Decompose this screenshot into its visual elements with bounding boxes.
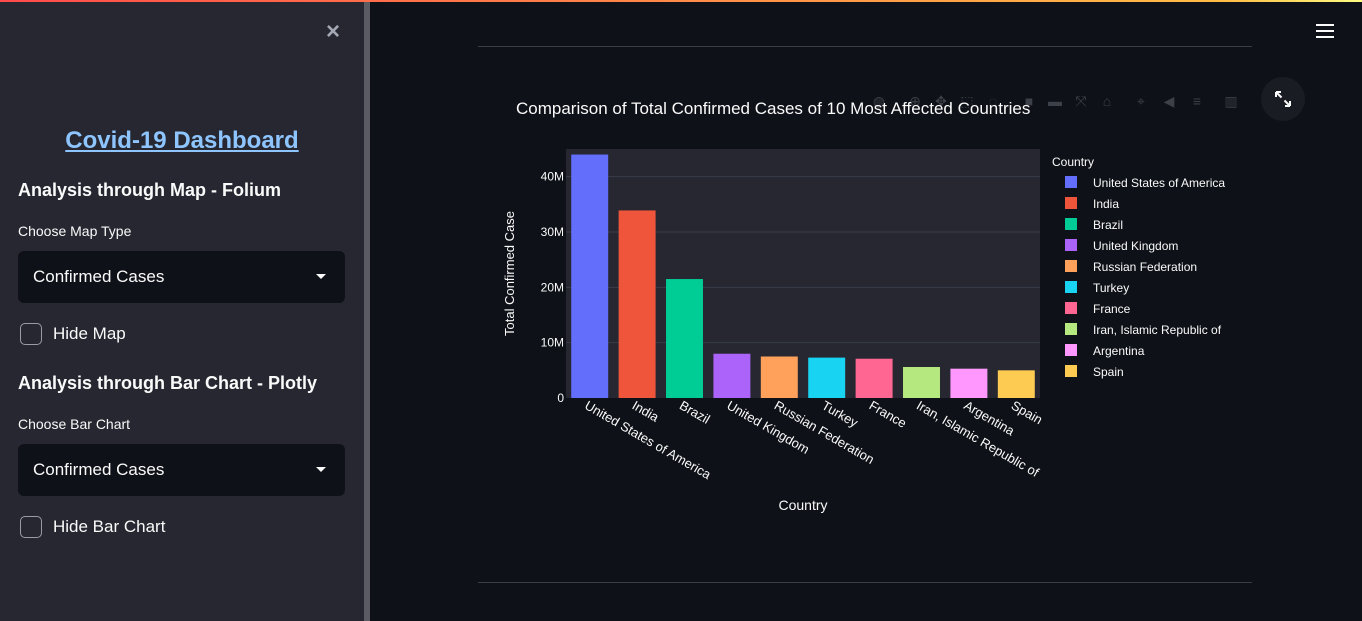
chart-title: Comparison of Total Confirmed Cases of 1… — [516, 99, 1031, 118]
x-tick-label: Brazil — [677, 398, 713, 427]
legend-swatch — [1065, 197, 1077, 209]
legend-swatch — [1065, 260, 1077, 272]
bar — [950, 368, 988, 398]
x-tick-label: India — [630, 398, 663, 425]
legend-item: Brazil — [1093, 218, 1123, 232]
bar — [618, 210, 656, 398]
chevron-down-icon — [316, 274, 326, 279]
plotly-modebar: ◍ ⊕ ✥ ⬚ ◌ ■ ▬ ⤧ ⌂ ⌖ ◀ ≡ ▥ — [870, 92, 1250, 114]
hamburger-menu-icon[interactable] — [1316, 23, 1334, 39]
legend-item: Turkey — [1093, 281, 1129, 295]
lasso-icon[interactable]: ◌ — [988, 93, 998, 109]
bar — [808, 357, 846, 398]
legend-item: Spain — [1093, 365, 1124, 379]
legend-swatch — [1065, 323, 1077, 335]
map-section-heading: Analysis through Map - Folium — [18, 180, 282, 200]
close-sidebar-icon[interactable]: × — [325, 18, 340, 45]
legend-swatch — [1065, 176, 1077, 188]
hover-closest-icon[interactable]: ◀ — [1163, 93, 1175, 109]
legend-item: India — [1093, 197, 1119, 211]
bar — [903, 367, 940, 398]
bar — [571, 154, 609, 398]
autoscale-icon[interactable]: ⤧ — [1075, 93, 1087, 109]
legend-item: France — [1093, 302, 1131, 316]
camera-icon[interactable]: ◍ — [872, 93, 886, 109]
y-tick-label: 30M — [541, 225, 564, 239]
legend-title: Country — [1052, 155, 1094, 169]
bar-chart-label: Choose Bar Chart — [18, 416, 131, 432]
divider — [478, 582, 1252, 583]
bar-chart-select-value: Confirmed Cases — [33, 460, 165, 479]
zoom-out-icon[interactable]: ▬ — [1048, 93, 1062, 109]
y-tick-label: 40M — [541, 170, 564, 184]
chevron-down-icon — [316, 467, 326, 472]
divider — [478, 46, 1252, 47]
home-icon[interactable]: ⌂ — [1102, 93, 1112, 109]
hide-bar-chart-label: Hide Bar Chart — [53, 517, 166, 536]
legend-swatch — [1065, 218, 1077, 230]
zoom-in-icon[interactable]: ■ — [1024, 93, 1034, 109]
zoom-icon[interactable]: ⊕ — [909, 93, 921, 109]
box-select-icon[interactable]: ⬚ — [960, 93, 974, 109]
y-tick-label: 10M — [541, 336, 564, 350]
y-tick-label: 0 — [557, 391, 564, 405]
pan-icon[interactable]: ✥ — [935, 93, 947, 109]
bar — [997, 370, 1035, 398]
legend-item: United Kingdom — [1093, 239, 1178, 253]
bar-chart: 0 10M 20M 30M 40M United States of America Ind… — [502, 149, 1225, 513]
bar-section-heading: Analysis through Bar Chart - Plotly — [18, 373, 318, 393]
legend-item: Iran, Islamic Republic of — [1093, 323, 1222, 337]
map-type-select[interactable]: Confirmed Cases — [18, 251, 345, 303]
map-type-label: Choose Map Type — [18, 223, 132, 239]
x-tick-label: France — [867, 398, 910, 431]
legend-swatch — [1065, 281, 1077, 293]
legend-swatch — [1065, 302, 1077, 314]
spike-lines-icon[interactable]: ⌖ — [1137, 93, 1145, 109]
top-accent-bar — [0, 0, 1362, 2]
legend-swatch — [1065, 239, 1077, 251]
checkbox-box[interactable] — [20, 323, 42, 345]
y-axis-label: Total Confirmed Case — [502, 211, 517, 336]
sidebar: × Covid-19 Dashboard Analysis through Ma… — [0, 2, 364, 621]
bar — [666, 279, 703, 398]
sidebar-title-link[interactable]: Covid-19 Dashboard — [65, 127, 299, 154]
expand-icon — [1275, 91, 1291, 107]
x-axis-label: Country — [778, 497, 827, 513]
plotly-logo-icon[interactable]: ▥ — [1224, 93, 1238, 109]
hover-compare-icon[interactable]: ≡ — [1192, 93, 1202, 109]
map-type-select-value: Confirmed Cases — [33, 267, 165, 286]
legend-swatch — [1065, 365, 1077, 377]
y-tick-label: 20M — [541, 280, 564, 294]
fullscreen-button[interactable] — [1261, 77, 1305, 121]
legend-item: Argentina — [1093, 344, 1145, 358]
bar-chart-select[interactable]: Confirmed Cases — [18, 444, 345, 496]
x-tick-label: United Kingdom — [724, 398, 812, 457]
bar — [760, 356, 798, 398]
hide-map-label: Hide Map — [53, 324, 126, 343]
legend-item: United States of America — [1093, 176, 1225, 190]
legend-swatch — [1065, 344, 1077, 356]
checkbox-box[interactable] — [20, 516, 42, 538]
sidebar-resize-handle[interactable] — [364, 2, 370, 621]
bar — [855, 358, 893, 398]
bar — [713, 353, 751, 398]
legend-item: Russian Federation — [1093, 260, 1197, 274]
